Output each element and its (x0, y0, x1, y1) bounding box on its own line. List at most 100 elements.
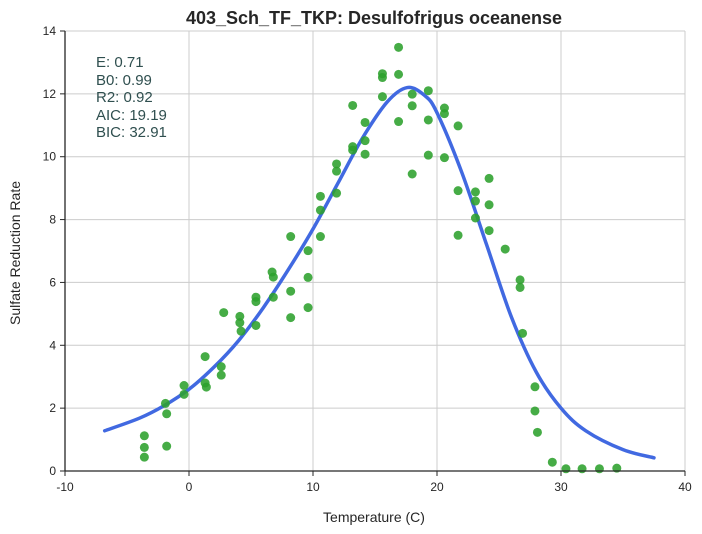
x-tick-labels: -10 0 10 20 30 40 (56, 480, 692, 494)
x-tick-label: 30 (554, 480, 568, 494)
data-point (303, 272, 313, 282)
data-point (348, 100, 358, 110)
data-point (332, 159, 342, 169)
data-point (407, 89, 417, 99)
y-tick-label: 8 (49, 213, 56, 227)
y-tick-label: 4 (49, 338, 56, 352)
grid-lines (64, 30, 686, 472)
data-point (162, 409, 172, 419)
stat-r2: R2: 0.92 (96, 89, 153, 106)
x-tick-label: 0 (186, 480, 193, 494)
plot-area (65, 31, 685, 471)
x-tick-label: 10 (306, 480, 320, 494)
data-point (453, 186, 463, 196)
data-point (162, 441, 172, 451)
data-point (235, 318, 245, 328)
y-tick-label: 10 (43, 150, 57, 164)
data-point (594, 464, 604, 474)
y-axis-label: Sulfate Reduction Rate (7, 181, 23, 325)
data-point (315, 191, 325, 201)
stat-aic: AIC: 19.19 (96, 107, 167, 124)
data-point (348, 145, 358, 155)
fit-curve (102, 85, 656, 460)
data-point (219, 308, 229, 318)
data-point (530, 382, 540, 392)
data-point (484, 173, 494, 183)
data-point (407, 169, 417, 179)
data-point (423, 115, 433, 125)
data-point (377, 73, 387, 83)
y-tick-labels: 0 2 4 6 8 10 12 14 (43, 24, 57, 478)
plot-background (65, 31, 685, 471)
y-tick-label: 6 (49, 275, 56, 289)
data-point (439, 109, 449, 119)
data-point (439, 153, 449, 163)
data-point (360, 149, 370, 159)
data-point (577, 464, 587, 474)
chart-title: 403_Sch_TF_TKP: Desulfofrigus oceanense (186, 8, 562, 28)
fit-stats: E: 0.71 B0: 0.99 R2: 0.92 AIC: 19.19 BIC… (96, 54, 167, 141)
y-tick-label: 14 (43, 24, 57, 38)
data-point (518, 328, 528, 338)
data-point (394, 42, 404, 52)
x-axis-label: Temperature (C) (323, 509, 425, 525)
data-point (532, 427, 542, 437)
y-tick-label: 0 (49, 464, 56, 478)
data-point (286, 232, 296, 242)
data-point (515, 275, 525, 285)
data-point (377, 92, 387, 102)
y-tick-label: 2 (49, 401, 56, 415)
data-point (235, 311, 245, 321)
data-point (360, 136, 370, 146)
data-point (179, 389, 189, 399)
axes (60, 30, 686, 476)
data-point (216, 362, 226, 372)
data-point (470, 196, 480, 206)
data-point (268, 292, 278, 302)
x-tick-label: 20 (430, 480, 444, 494)
data-point (500, 244, 510, 254)
data-point (332, 166, 342, 176)
data-point (453, 230, 463, 240)
stat-b0: B0: 0.99 (96, 72, 152, 89)
data-point (286, 286, 296, 296)
data-point (200, 352, 210, 362)
data-point (201, 382, 211, 392)
data-point (236, 326, 246, 336)
data-point (139, 452, 149, 462)
fit-curve-group (102, 85, 656, 460)
data-point (484, 200, 494, 210)
data-point (407, 101, 417, 111)
data-point (423, 86, 433, 96)
data-point (315, 205, 325, 215)
data-point (360, 117, 370, 127)
data-point (139, 431, 149, 441)
stat-e: E: 0.71 (96, 54, 144, 71)
data-point (530, 406, 540, 416)
data-point (423, 150, 433, 160)
data-point (216, 370, 226, 380)
data-point (547, 457, 557, 467)
data-point (453, 121, 463, 131)
x-tick-label: -10 (56, 480, 74, 494)
data-point (303, 246, 313, 256)
y-tick-label: 12 (43, 87, 57, 101)
data-point (332, 188, 342, 198)
data-point (251, 320, 261, 330)
data-point (303, 303, 313, 313)
data-point (268, 272, 278, 282)
data-point (139, 442, 149, 452)
data-point (251, 297, 261, 307)
data-point (515, 282, 525, 292)
data-point (394, 69, 404, 79)
data-point (315, 232, 325, 242)
data-point (470, 187, 480, 197)
data-point (561, 464, 571, 474)
data-point (160, 398, 170, 408)
stat-bic: BIC: 32.91 (96, 124, 167, 141)
data-point (179, 381, 189, 391)
data-point (394, 117, 404, 127)
data-point (286, 313, 296, 323)
x-tick-label: 40 (678, 480, 692, 494)
